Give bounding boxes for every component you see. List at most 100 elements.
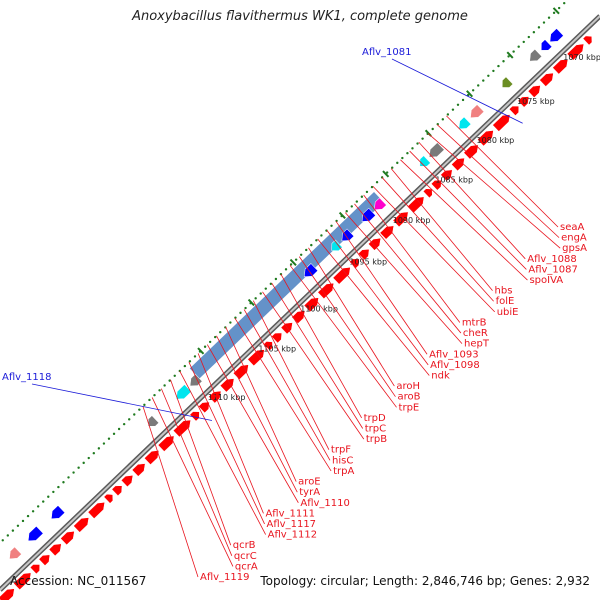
forward-gene-27-shape [247, 349, 265, 367]
forward-gene-4-shape [527, 85, 541, 99]
scale-dot [143, 403, 146, 407]
forward-gene-39-shape [103, 493, 114, 504]
scale-dot [492, 69, 495, 73]
scale-dot [370, 185, 374, 189]
forward-gene-2 [552, 58, 569, 75]
scale-dot [345, 210, 348, 213]
scale-dot [451, 108, 455, 111]
forward-gene-3 [539, 72, 554, 87]
scale-dot [117, 427, 121, 431]
leader-line [427, 133, 561, 249]
leader-line [197, 353, 264, 514]
forward-gene-19 [349, 258, 360, 269]
gene-label-trpd: trpD [364, 413, 386, 424]
forward-gene-46 [13, 572, 32, 591]
scale-dot [552, 11, 556, 15]
gene-label-aflv_1112: Aflv_1112 [268, 530, 318, 541]
gene-label-aflv_1110: Aflv_1110 [300, 498, 350, 509]
scale-dot [173, 374, 176, 377]
scale-dot [6, 534, 10, 537]
reverse-gene-3 [501, 76, 514, 88]
forward-gene-21-shape [317, 282, 335, 300]
forward-gene-44-shape [38, 554, 51, 566]
reverse-gene-16 [51, 505, 66, 520]
gene-label-hbs: hbs [495, 286, 513, 297]
scale-dot [456, 103, 460, 107]
forward-gene-46-shape [13, 572, 32, 591]
forward-gene-38-shape [111, 485, 123, 497]
reverse-gene-11-shape [331, 239, 343, 251]
forward-gene-35-shape [143, 450, 160, 466]
forward-gene-20 [332, 266, 351, 285]
scale-dot [507, 55, 510, 58]
forward-gene-35 [143, 450, 160, 466]
gene-label-aflv_1117: Aflv_1117 [267, 519, 317, 530]
gene-label-aflv_1118: Aflv_1118 [2, 372, 52, 383]
forward-gene-47 [0, 588, 15, 600]
scale-dot [289, 263, 293, 266]
scale-tick-label: 1070 kbp [563, 53, 600, 62]
reverse-gene-18-shape [9, 546, 22, 560]
scale-dot [416, 142, 419, 145]
scale-dot [471, 89, 475, 92]
gene-label-trpb: trpB [366, 434, 387, 445]
reverse-gene-8 [374, 197, 387, 211]
forward-gene-8-shape [477, 130, 494, 147]
gene-label-aflv_1111: Aflv_1111 [265, 508, 315, 519]
scale-dot [148, 398, 151, 402]
forward-gene-30-shape [208, 390, 222, 404]
gene-label-ubie: ubiE [497, 307, 519, 318]
reverse-gene-1-shape [540, 39, 553, 51]
scale-dot [431, 127, 434, 131]
leader-line [142, 406, 199, 578]
gene-label-aroe: aroE [298, 477, 320, 488]
reverse-gene-5-shape [458, 116, 472, 130]
scale-dot [239, 311, 242, 315]
leader-line [391, 58, 523, 124]
scale-dot [355, 200, 359, 203]
forward-gene-5 [517, 96, 530, 108]
scale-dot [102, 442, 106, 445]
scale-tick [506, 51, 514, 59]
reverse-gene-14-shape [176, 384, 192, 400]
leader-line [170, 379, 232, 546]
forward-gene-41 [73, 517, 90, 533]
scale-dot [360, 195, 364, 198]
scale-dot [203, 345, 207, 348]
scale-dot [396, 161, 399, 165]
reverse-gene-10 [341, 228, 355, 242]
scale-dot [477, 84, 480, 87]
scale-dot [350, 205, 353, 208]
scale-dot [365, 190, 369, 194]
forward-gene-42 [60, 530, 75, 546]
scale-dot [26, 514, 30, 518]
scale-dot [385, 171, 389, 174]
gene-label-ndk: ndk [431, 370, 450, 381]
leader-line [400, 159, 528, 281]
forward-gene-6-shape [508, 105, 520, 116]
forward-gene-0 [582, 35, 593, 46]
reverse-gene-5 [458, 116, 472, 130]
scale-dot [82, 461, 85, 465]
scale-dot [77, 466, 80, 469]
scale-dot [229, 321, 232, 324]
scale-dot [31, 510, 35, 513]
gene-label-cher: cheR [463, 328, 488, 339]
scale-dot [542, 21, 546, 24]
reverse-gene-0-shape [549, 28, 564, 43]
forward-gene-41-shape [73, 517, 90, 533]
scale-dot [244, 306, 247, 310]
scale-tick [338, 211, 346, 219]
scale-dot [461, 98, 465, 102]
scale-dot [375, 181, 379, 184]
scale-dot [330, 224, 333, 227]
accession-text: Accession: NC_011567 [10, 574, 147, 588]
forward-gene-40 [87, 501, 106, 519]
gene-label-fole: folE [496, 296, 515, 307]
scale-dot [183, 364, 187, 368]
reverse-gene-17 [27, 525, 44, 542]
forward-gene-36-shape [131, 463, 146, 477]
gene-label-mtrb: mtrB [462, 317, 487, 328]
forward-gene-43 [48, 543, 62, 557]
scale-dot [441, 118, 445, 121]
